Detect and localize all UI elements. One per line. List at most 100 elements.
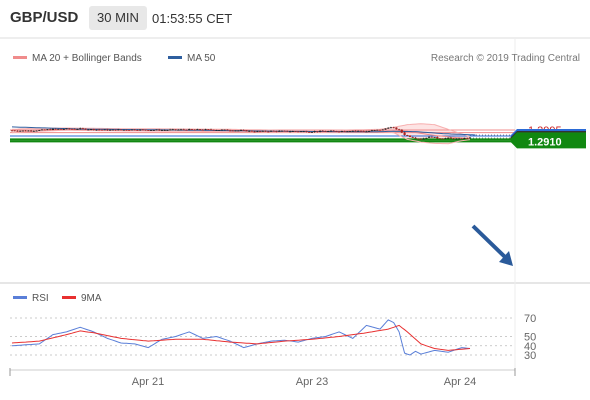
candle-body bbox=[422, 138, 425, 140]
ma20-legend-swatch bbox=[13, 56, 27, 59]
candle-body bbox=[84, 128, 87, 130]
candle-body bbox=[275, 131, 278, 132]
candle-body bbox=[81, 128, 84, 130]
candle-body bbox=[130, 129, 134, 131]
candle-body bbox=[57, 128, 60, 130]
candle-body bbox=[283, 130, 286, 132]
candle-body bbox=[171, 129, 174, 131]
candle-body bbox=[10, 130, 14, 132]
ma50-legend-label: MA 50 bbox=[187, 53, 216, 64]
candle-body bbox=[302, 131, 305, 133]
candle-body bbox=[267, 131, 270, 133]
candle-body bbox=[406, 135, 409, 136]
level-labels: 1.29951.29751.29501.29351.29251.2910 bbox=[510, 125, 586, 149]
candle-body bbox=[286, 130, 289, 132]
candle-body bbox=[359, 130, 363, 132]
candle-body bbox=[40, 129, 44, 131]
candle-body bbox=[174, 129, 177, 131]
candle-body bbox=[125, 129, 128, 131]
candle-body bbox=[21, 130, 24, 132]
candle-body bbox=[35, 130, 38, 132]
candle-body bbox=[68, 128, 71, 130]
candle-body bbox=[378, 129, 382, 131]
symbol-label: GBP/USD bbox=[10, 9, 79, 26]
candle-body bbox=[204, 129, 207, 130]
candle-body bbox=[38, 130, 41, 131]
candle-body bbox=[185, 129, 188, 131]
candle-body bbox=[229, 130, 232, 132]
candle-body bbox=[436, 137, 439, 139]
candle-body bbox=[177, 129, 180, 131]
candle-body bbox=[92, 129, 95, 130]
candle-body bbox=[188, 129, 191, 131]
candle-body bbox=[109, 129, 112, 131]
candle-body bbox=[264, 130, 267, 132]
timeframe-button[interactable]: 30 MIN bbox=[89, 6, 147, 30]
candle-body bbox=[447, 137, 450, 139]
top-bar: GBP/USD 30 MIN 01:53:55 CET bbox=[0, 0, 590, 38]
rsi-legend-swatch bbox=[13, 296, 27, 299]
candle-body bbox=[400, 129, 403, 133]
candle-body bbox=[272, 130, 275, 132]
candle-body bbox=[166, 130, 169, 131]
candle-body bbox=[452, 138, 455, 140]
candle-body bbox=[106, 129, 109, 131]
candle-body bbox=[32, 130, 35, 132]
candle-body bbox=[122, 129, 125, 131]
ma20-legend-label: MA 20 + Bollinger Bands bbox=[32, 53, 142, 64]
candle-body bbox=[70, 128, 74, 130]
candle-body bbox=[444, 138, 447, 139]
candle-body bbox=[395, 127, 398, 130]
x-tick-apr21: Apr 21 bbox=[132, 376, 164, 388]
candle-body bbox=[308, 132, 311, 133]
candle-body bbox=[387, 127, 390, 129]
candle-body bbox=[373, 130, 376, 131]
candle-body bbox=[338, 131, 341, 133]
candle-body bbox=[392, 127, 395, 129]
candle-body bbox=[144, 129, 147, 131]
candle-body bbox=[316, 131, 319, 133]
candle-body bbox=[19, 130, 22, 132]
candle-body bbox=[128, 130, 131, 131]
candle-body bbox=[65, 128, 68, 130]
rsi-tick: 40 bbox=[524, 341, 536, 353]
level-label: 1.2910 bbox=[528, 136, 562, 148]
candle-body bbox=[381, 129, 384, 131]
candle-body bbox=[51, 128, 54, 130]
candle-body bbox=[466, 137, 469, 139]
candle-body bbox=[354, 130, 357, 132]
candle-body bbox=[289, 131, 292, 133]
clock-label: 01:53:55 CET bbox=[152, 11, 233, 26]
candle-body bbox=[111, 129, 114, 131]
candle-body bbox=[196, 129, 199, 130]
candle-body bbox=[24, 130, 27, 132]
candle-body bbox=[87, 129, 90, 131]
candle-body bbox=[269, 130, 273, 132]
rsi-line bbox=[11, 319, 471, 356]
candle-body bbox=[368, 131, 371, 132]
source-label: Research © 2019 Trading Central bbox=[431, 53, 580, 64]
candle-body bbox=[133, 129, 136, 131]
candle-body bbox=[245, 130, 248, 132]
ma9-legend-label: 9MA bbox=[81, 293, 102, 304]
candle-body bbox=[207, 129, 210, 130]
candle-body bbox=[250, 130, 253, 132]
candle-body bbox=[98, 129, 101, 131]
x-tick-apr24: Apr 24 bbox=[444, 376, 476, 388]
candle-body bbox=[242, 130, 245, 131]
candle-body bbox=[297, 131, 300, 133]
candle-body bbox=[313, 131, 316, 133]
candle-body bbox=[30, 130, 33, 132]
candle-body bbox=[449, 137, 452, 139]
candle-body bbox=[95, 129, 98, 131]
candle-body bbox=[215, 130, 218, 131]
level-box bbox=[510, 134, 586, 149]
candle-body bbox=[223, 129, 226, 131]
candle-body bbox=[351, 130, 354, 132]
candle-body bbox=[43, 129, 46, 131]
candle-body bbox=[310, 132, 313, 133]
candle-body bbox=[237, 130, 240, 132]
candle-body bbox=[114, 129, 117, 131]
candle-body bbox=[417, 138, 420, 140]
